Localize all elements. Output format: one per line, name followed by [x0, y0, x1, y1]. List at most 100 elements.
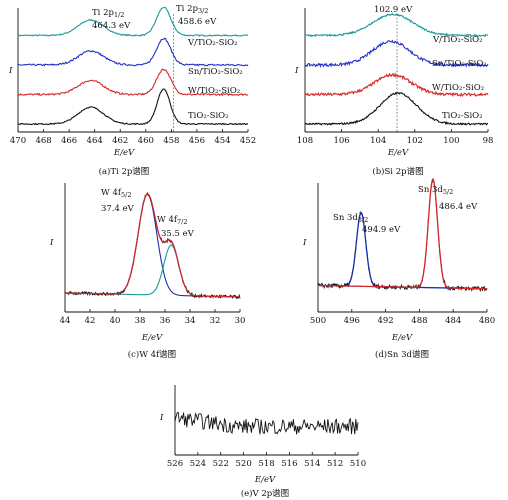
v-curve-group — [174, 411, 359, 435]
ti-legend-w: W/TiO₂-SiO₂ — [188, 86, 240, 96]
sn-tick-group: 500 496 492 488 484 480 — [310, 309, 495, 326]
ti-peak2-label: Ti 2p3/2 — [176, 4, 208, 15]
sn-tick-label: 500 — [310, 316, 326, 326]
sn-x-label: E/eV — [391, 333, 413, 343]
panel-ti-2p: 470 468 466 464 462 460 458 456 454 452 I E/eV (a… — [8, 4, 256, 177]
si-legend-sn: Sn/TiO₂-SiO₂ — [432, 59, 487, 69]
sn-fit-peak — [317, 212, 488, 290]
v-y-label: I — [159, 413, 164, 423]
v-tick-label: 516 — [281, 459, 297, 469]
w-y-label: I — [49, 238, 54, 248]
sn-tick-label: 484 — [445, 316, 461, 326]
w-fit-peak — [64, 244, 241, 298]
si-curve-group — [304, 12, 489, 126]
si-series-line — [304, 91, 489, 126]
w-tick-label: 42 — [85, 316, 96, 326]
v-tick-group: 526 524 522 520 518 516 514 512 510 — [167, 452, 366, 469]
ti-series-line — [17, 6, 249, 37]
ti-peak2-value: 458.6 eV — [178, 17, 217, 27]
ti-series-line — [17, 88, 249, 126]
w-tick-label: 38 — [135, 316, 146, 326]
v-noise-line — [174, 411, 359, 435]
sn-peak1-value: 494.9 eV — [362, 225, 401, 235]
si-x-label: E/eV — [387, 148, 409, 158]
sn-peak2-value: 486.4 eV — [439, 202, 478, 212]
ti-tick-label: 470 — [10, 136, 26, 146]
v-x-label: E/eV — [254, 475, 276, 485]
v-tick-label: 512 — [327, 459, 343, 469]
sn-curve-group — [317, 178, 488, 293]
w-peak1-value: 37.4 eV — [101, 204, 135, 214]
v-tick-label: 524 — [190, 459, 206, 469]
w-tick-group: 44 42 40 38 36 34 32 30 — [60, 309, 246, 326]
sn-peak2-label: Sn 3d5/2 — [418, 185, 453, 196]
ti-tick-label: 456 — [189, 136, 205, 146]
sn-peak1-label: Sn 3d3/2 — [333, 213, 368, 224]
sn-tick-label: 480 — [479, 316, 495, 326]
ti-caption: (a)Ti 2p谱图 — [99, 166, 150, 177]
ti-tick-group: 470 468 466 464 462 460 458 456 454 452 — [10, 129, 256, 146]
w-peak1-label: W 4f5/2 — [101, 188, 131, 199]
w-tick-label: 32 — [210, 316, 221, 326]
w-tick-label: 34 — [185, 316, 196, 326]
w-x-label: E/eV — [141, 333, 163, 343]
panel-v-2p: 526 524 522 520 518 516 514 512 510 I E/eV (e)V … — [159, 385, 366, 499]
sn-y-label: I — [302, 238, 307, 248]
ti-x-label: E/eV — [113, 148, 135, 158]
w-tick-label: 44 — [60, 316, 71, 326]
si-legend-w: W/TiO₂-SiO₂ — [432, 83, 484, 93]
v-tick-label: 518 — [258, 459, 274, 469]
ti-tick-label: 460 — [138, 136, 154, 146]
sn-tick-label: 492 — [377, 316, 393, 326]
sn-fit-peak — [317, 178, 488, 290]
w-peak2-value: 35.5 eV — [161, 229, 195, 239]
w-caption: (c)W 4f谱图 — [128, 349, 176, 360]
si-series-line — [304, 12, 489, 38]
v-tick-label: 510 — [350, 459, 366, 469]
w-envelope-line — [64, 193, 241, 298]
ti-tick-label: 458 — [163, 136, 179, 146]
panel-si-2p: 108 106 104 102 100 98 I E/eV (b)Si 2p谱图 102.… — [294, 5, 493, 177]
si-tick-label: 102 — [407, 136, 423, 146]
ti-peak1-value: 464.3 eV — [92, 21, 131, 31]
w-tick-label: 36 — [160, 316, 171, 326]
ti-tick-label: 466 — [61, 136, 77, 146]
si-legend-tio2: TiO₂-SiO₂ — [442, 111, 483, 121]
si-tick-label: 104 — [370, 136, 386, 146]
si-y-label: I — [294, 66, 299, 76]
ti-curve-group — [17, 6, 249, 126]
si-peak-value: 102.9 eV — [374, 5, 413, 15]
si-legend-v: V/TiO₂-SiO₂ — [432, 35, 483, 45]
ti-y-label: I — [8, 66, 13, 76]
ti-legend-v: V/TiO₂-SiO₂ — [187, 38, 238, 48]
panel-sn-3d: 500 496 492 488 484 480 I E/eV (d)Sn 3d谱图 Sn … — [302, 178, 495, 360]
ti-peak1-label: Ti 2p1/2 — [92, 8, 124, 19]
si-tick-label: 108 — [297, 136, 313, 146]
v-tick-label: 522 — [213, 459, 229, 469]
v-tick-label: 526 — [167, 459, 183, 469]
si-tick-label: 98 — [483, 136, 494, 146]
w-peak2-label: W 4f7/2 — [157, 215, 187, 226]
sn-tick-label: 496 — [344, 316, 360, 326]
v-tick-label: 514 — [304, 459, 320, 469]
si-series-line — [304, 39, 489, 69]
si-series-line — [304, 72, 489, 98]
w-tick-label: 30 — [235, 316, 246, 326]
sn-tick-label: 488 — [411, 316, 427, 326]
ti-legend-tio2: TiO₂-SiO₂ — [188, 111, 229, 121]
v-caption: (e)V 2p谱图 — [241, 488, 289, 499]
panel-w-4f: 44 42 40 38 36 34 32 30 I E/eV (c)W 4f谱图 W 4f5/… — [49, 183, 245, 360]
ti-tick-label: 454 — [214, 136, 230, 146]
ti-legend-sn: Sn/TiO₂-SiO₂ — [188, 67, 243, 77]
w-fit-peak — [64, 193, 241, 298]
sn-raw-line — [317, 178, 488, 293]
ti-series-line — [17, 37, 249, 67]
ti-tick-label: 468 — [35, 136, 51, 146]
si-tick-group: 108 106 104 102 100 98 — [297, 129, 494, 146]
si-caption: (b)Si 2p谱图 — [372, 166, 423, 177]
si-tick-label: 100 — [443, 136, 459, 146]
v-tick-label: 520 — [236, 459, 252, 469]
ti-tick-label: 462 — [112, 136, 128, 146]
si-tick-label: 106 — [333, 136, 349, 146]
